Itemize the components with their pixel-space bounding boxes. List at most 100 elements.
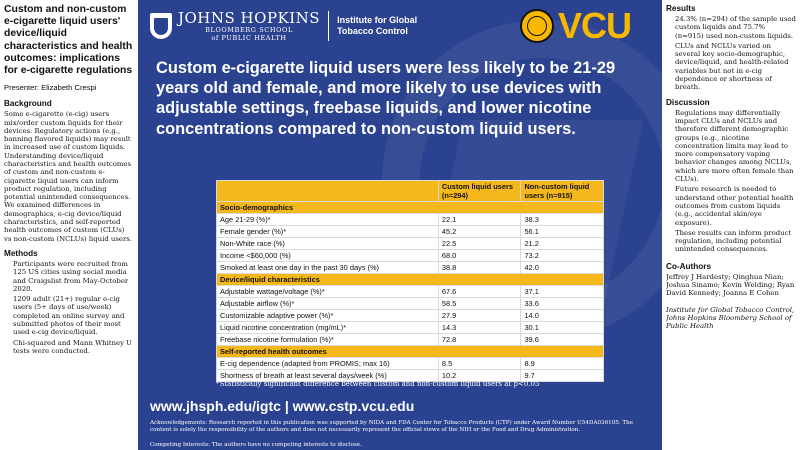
table-cell-noncustom: 38.3 [520, 213, 604, 226]
table-cell-label: Adjustable airflow (%)* [216, 297, 439, 310]
table-cell-noncustom: 73.2 [520, 249, 604, 262]
results-heading: Results [666, 4, 696, 13]
table-cell-noncustom: 39.6 [520, 333, 604, 346]
table-row: Female gender (%)* 45.2 56.1 [216, 225, 604, 238]
methods-item: Chi-squared and Mann Whitney U tests wer… [13, 339, 134, 356]
methods-item: Participants were recruited from 125 US … [13, 260, 134, 293]
table-cell-custom: 8.5 [437, 357, 522, 370]
methods-item: 1209 adult (21+) regular e-cig users (5+… [13, 295, 134, 336]
table-cell-label: Age 21-29 (%)* [216, 213, 439, 226]
table-cell-noncustom: 37.1 [520, 285, 604, 298]
vcu-seal-icon [520, 9, 554, 43]
coauthors: Jeffrey J Hardesty; Qinghua Nian; Joshua… [666, 272, 795, 298]
table-cell-noncustom: 30.1 [520, 321, 604, 334]
jh-sub1: BLOOMBERG SCHOOL [205, 26, 293, 34]
table-row: Customizable adaptive power (%)* 27.9 14.0 [216, 309, 604, 322]
table-header-row: Custom liquid users (n=294) Non-custom l… [216, 180, 604, 202]
results-item: 24.3% (n=294) of the sample used custom … [675, 15, 796, 40]
table-cell-label: Liquid nicotine concentration (mg/mL)* [216, 321, 439, 334]
vcu-wordmark: VCU [558, 5, 632, 46]
table-cell-custom: 45.2 [437, 225, 522, 238]
table-cell-label: Adjustable wattage/voltage (%)* [216, 285, 439, 298]
table-cell-label: Female gender (%)* [216, 225, 439, 238]
acknowledgements: Acknowledgements: Research reported in t… [150, 420, 634, 433]
table-cell-noncustom: 8.9 [520, 357, 604, 370]
table-cell-noncustom: 56.1 [520, 225, 604, 238]
presenter: Presenter: Elizabeth Crespi [4, 83, 97, 93]
table-row: Shortness of breath at least several day… [216, 369, 604, 382]
table-cell-custom: 72.8 [437, 333, 522, 346]
table-cell-custom: 67.6 [437, 285, 522, 298]
logo-divider [328, 11, 330, 41]
table-cell-custom: 38.8 [437, 261, 522, 274]
table-cell-label: Smoked at least one day in the past 30 d… [216, 261, 439, 274]
table-cell-custom: 14.3 [437, 321, 522, 334]
table-cell-noncustom: 33.6 [520, 297, 604, 310]
table-section-row: Device/liquid characteristics [216, 273, 604, 286]
table-row: Adjustable wattage/voltage (%)* 67.6 37.1 [216, 285, 604, 298]
table-row: Freebase nicotine formulation (%)* 72.8 39… [216, 333, 604, 346]
center-panel: JOHNS HOPKINS BLOOMBERG SCHOOL of PUBLIC… [138, 0, 662, 450]
discussion-item: Regulations may differentially impact CL… [675, 109, 796, 184]
table-cell-label: Shortness of breath at least several day… [216, 369, 439, 382]
table-cell-custom: 22.5 [437, 237, 522, 250]
table-section-row: Socio-demographics [216, 201, 604, 214]
table-cell-custom: 68.0 [437, 249, 522, 262]
table-cell-label: Freebase nicotine formulation (%)* [216, 333, 439, 346]
left-column: Custom and non-custom e-cigarette liquid… [4, 4, 134, 446]
table-cell-noncustom: 9.7 [520, 369, 604, 382]
table-footnote: *Statistically significant difference be… [216, 380, 540, 388]
shield-icon [150, 13, 172, 39]
poster-title: Custom and non-custom e-cigarette liquid… [4, 4, 133, 77]
table-cell-noncustom: 14.0 [520, 309, 604, 322]
table-section-label: Device/liquid characteristics [216, 273, 604, 286]
table-cell-label: Income <$60,000 (%) [216, 249, 439, 262]
table-row: Age 21-29 (%)* 22.1 38.3 [216, 213, 604, 226]
right-column: Results 24.3% (n=294) of the sample used… [666, 4, 796, 446]
table-cell-label: Non-White race (%) [216, 237, 439, 250]
urls[interactable]: www.jhsph.edu/igtc | www.cstp.vcu.edu [150, 398, 415, 414]
table-cell-label: Customizable adaptive power (%)* [216, 309, 439, 322]
discussion-list: Regulations may differentially impact CL… [666, 109, 796, 254]
table-header: Non-custom liquid users (n=915) [520, 180, 604, 202]
coauthors-heading: Co-Authors [666, 261, 712, 271]
table-header [216, 180, 439, 202]
table-cell-custom: 22.1 [437, 213, 522, 226]
table-header: Custom liquid users (n=294) [437, 180, 522, 202]
table-cell-custom: 58.5 [437, 297, 522, 310]
table-row: Smoked at least one day in the past 30 d… [216, 261, 604, 274]
johns-hopkins-logo: JOHNS HOPKINS BLOOMBERG SCHOOL of PUBLIC… [150, 10, 417, 42]
competing-interests: Competing Interests: The authors have no… [150, 442, 362, 448]
discussion-heading: Discussion [666, 97, 710, 107]
jh-sub2: of PUBLIC HEALTH [211, 34, 287, 42]
table-row: Non-White race (%) 22.5 21.2 [216, 237, 604, 250]
institution: Institute for Global Tobacco Control, Jo… [666, 305, 795, 331]
table-body: Socio-demographics Age 21-29 (%)* 22.1 38.3… [216, 201, 604, 382]
background-text: Some e-cigarette (e-cig) users mix/order… [4, 110, 132, 243]
table-cell-custom: 10.2 [437, 369, 522, 382]
methods-list: Participants were recruited from 125 US … [4, 260, 134, 355]
igtc-name: Institute for Global Tobacco Control [337, 15, 418, 36]
table-cell-label: E-cig dependence (adapted from PROMIS; m… [216, 357, 439, 370]
table-cell-custom: 27.9 [437, 309, 522, 322]
background-heading: Background [4, 99, 52, 109]
table-row: Income <$60,000 (%) 68.0 73.2 [216, 249, 604, 262]
table-cell-noncustom: 21.2 [520, 237, 604, 250]
table-row: Adjustable airflow (%)* 58.5 33.6 [216, 297, 604, 310]
vcu-logo: VCU [520, 5, 632, 46]
headline: Custom e-cigarette liquid users were les… [156, 59, 616, 138]
table-row: Liquid nicotine concentration (mg/mL)* 14… [216, 321, 604, 334]
table-cell-noncustom: 42.0 [520, 261, 604, 274]
discussion-item: These results can inform product regulat… [675, 229, 796, 254]
results-list: 24.3% (n=294) of the sample used custom … [666, 15, 796, 92]
results-item: CLUs and NCLUs varied on several key soc… [675, 42, 796, 92]
table-row: E-cig dependence (adapted from PROMIS; m… [216, 357, 604, 370]
table-section-row: Self-reported health outcomes [216, 345, 604, 358]
table-section-label: Self-reported health outcomes [216, 345, 604, 358]
methods-heading: Methods [4, 248, 38, 258]
table-section-label: Socio-demographics [216, 201, 604, 214]
discussion-item: Future research is needed to understand … [675, 185, 796, 226]
jh-name: JOHNS HOPKINS [178, 9, 321, 27]
results-table: Custom liquid users (n=294) Non-custom l… [216, 180, 604, 382]
